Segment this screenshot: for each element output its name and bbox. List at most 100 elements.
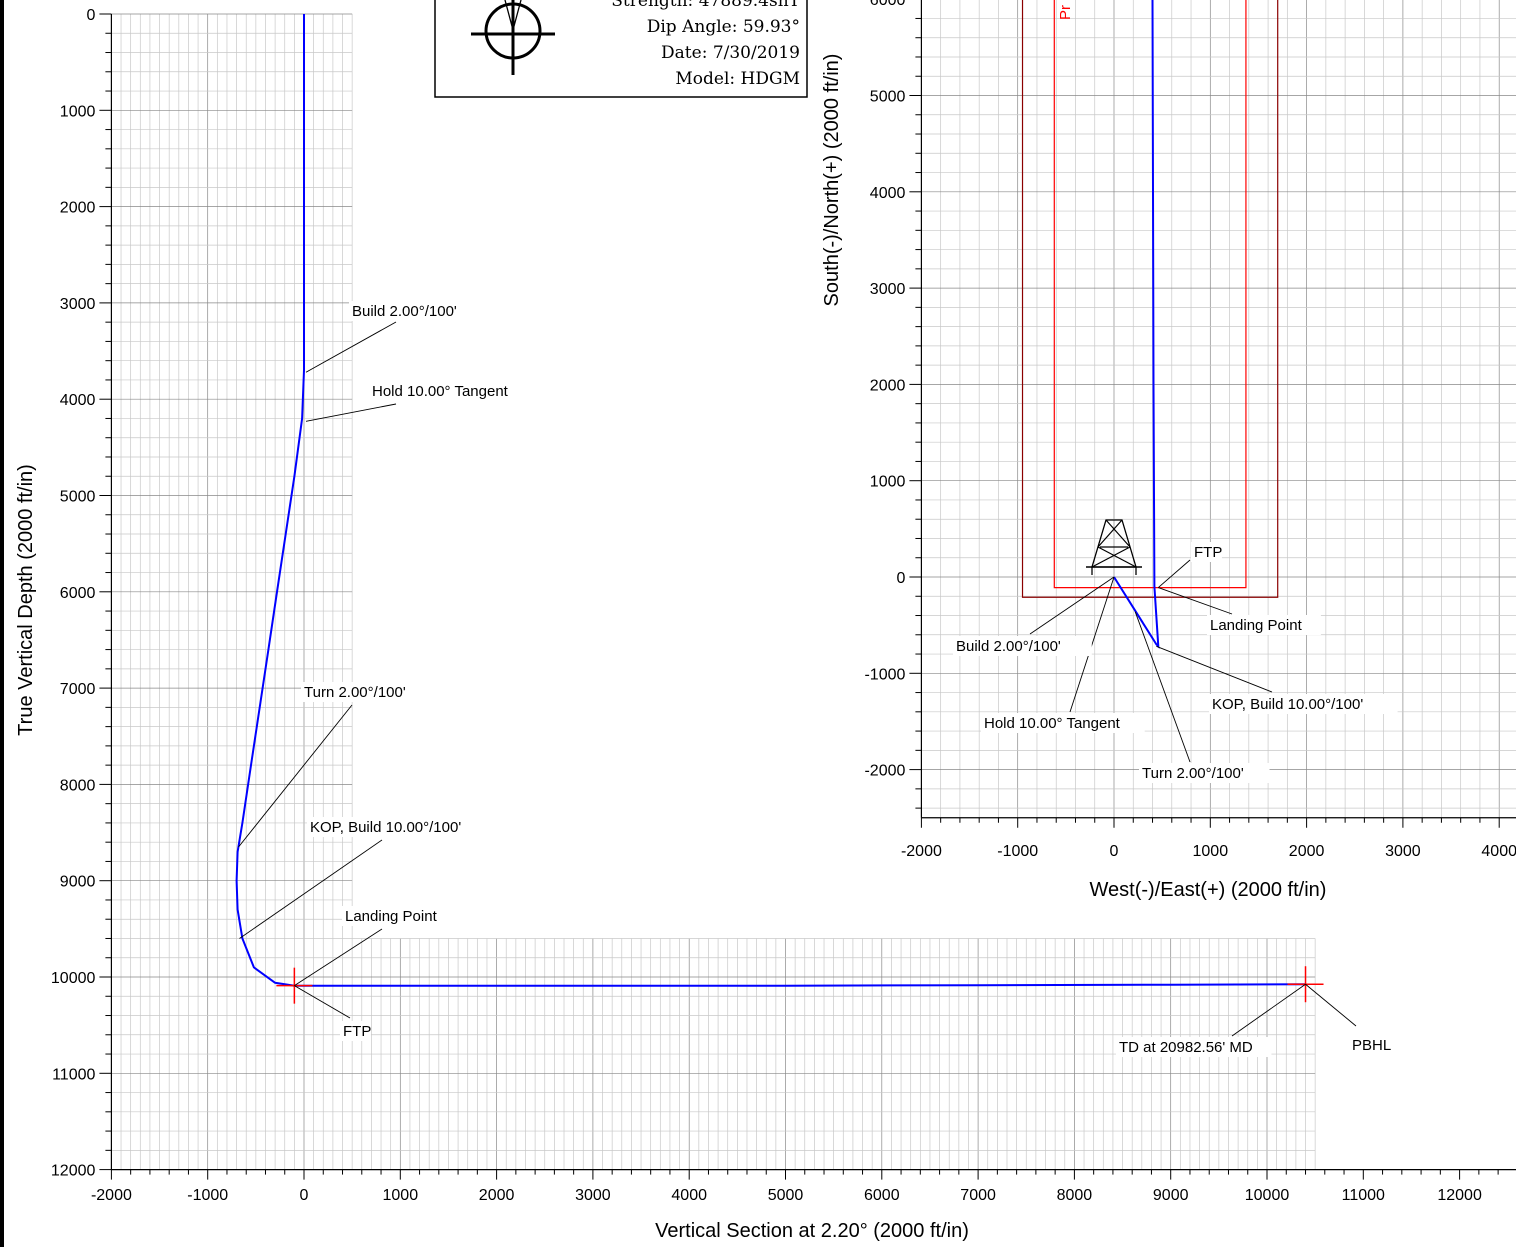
vs-label-bg (301, 682, 432, 702)
pv-annotation: Hold 10.00° Tangent (984, 715, 1121, 732)
pv-annotation: Build 2.00°/100' (956, 638, 1061, 655)
pv-y-tick-label: -1000 (864, 666, 905, 683)
vs-y-tick-label: 3000 (60, 296, 96, 313)
pv-x-tick-label: -2000 (901, 843, 942, 860)
vs-well-path (235, 14, 1306, 987)
vs-x-tick-label: 6000 (864, 1187, 900, 1204)
pv-leader-line (1158, 587, 1233, 615)
plan-view-boundaries (1021, 0, 1279, 598)
vs-annotation: KOP, Build 10.00°/100' (310, 819, 461, 836)
pv-annotation: KOP, Build 10.00°/100' (1212, 696, 1363, 713)
pv-leader-line (1069, 576, 1115, 713)
pv-y-tick-label: 1000 (870, 474, 906, 491)
rig-bracing (1091, 519, 1137, 568)
vs-x-tick-label: 7000 (960, 1187, 996, 1204)
vs-x-tick-label: 0 (300, 1187, 309, 1204)
vs-y-tick-label: 7000 (60, 681, 96, 698)
pv-leader-line (1158, 559, 1191, 588)
vs-leader-line (305, 321, 397, 373)
magnetic-box-line: Date: 7/30/2019 (661, 43, 800, 63)
pv-x-tick-label: 3000 (1385, 843, 1421, 860)
vs-y-tick-label: 1000 (60, 103, 96, 120)
pv-boundary-label: Pr (1057, 5, 1074, 20)
vs-leader-line (1231, 983, 1306, 1037)
vs-leader-line (1305, 983, 1357, 1027)
pv-y-tick-label: 0 (896, 570, 905, 587)
pv-label-bg (1191, 542, 1222, 562)
vs-label-bg (1116, 1037, 1272, 1057)
vs-leader-line (238, 704, 353, 848)
pv-y-tick-label: -2000 (864, 763, 905, 780)
pv-x-axis-label: West(-)/East(+) (2000 ft/in) (1090, 879, 1327, 901)
vs-y-tick-label: 9000 (60, 874, 96, 891)
vs-annotation: Hold 10.00° Tangent (372, 383, 509, 400)
pv-label-bg (1139, 763, 1270, 783)
vs-y-tick-label: 11000 (52, 1066, 95, 1083)
pv-x-tick-label: 1000 (1193, 843, 1229, 860)
pv-y-tick-label: 6000 (870, 0, 906, 9)
magnetic-box-line: Model: HDGM (675, 69, 800, 89)
north-arrow-icon (471, 0, 555, 75)
vs-annotation: TD at 20982.56' MD (1119, 1039, 1253, 1056)
vs-annotation: FTP (343, 1023, 371, 1040)
pv-leader-line (1134, 611, 1191, 763)
pv-y-tick-label: 3000 (870, 281, 906, 298)
pv-leader-line (1029, 576, 1115, 635)
pv-label-bg (981, 713, 1145, 733)
vs-label-bg (307, 817, 496, 837)
pv-well-path (1113, 0, 1160, 649)
pv-x-tick-label: -1000 (997, 843, 1038, 860)
magnetic-box-frame (434, 0, 808, 98)
vs-x-tick-label: -2000 (91, 1187, 132, 1204)
magnetic-info-box: Strength: 47889.4snT Dip Angle: 59.93° Dat… (434, 0, 808, 98)
vs-label-bg (342, 906, 456, 926)
vs-leader-line (294, 985, 351, 1019)
pv-y-tick-label: 4000 (870, 185, 906, 202)
vs-y-tick-label: 10000 (51, 970, 96, 987)
vs-label-bg (1349, 1035, 1389, 1055)
vs-x-tick-label: -1000 (187, 1187, 228, 1204)
pv-y-tick-label: 5000 (870, 89, 906, 106)
vs-annotation: PBHL (1352, 1037, 1391, 1054)
pv-x-tick-label: 0 (1110, 843, 1119, 860)
pv-annotation: Turn 2.00°/100' (1142, 765, 1244, 782)
pv-leader-line (1156, 645, 1273, 693)
vs-x-tick-label: 12000 (1437, 1187, 1482, 1204)
vs-x-tick-label: 10000 (1245, 1187, 1290, 1204)
chart-labels: -2000 -1000 0 1000 2000 3000 4000 5000 6000 7000 8… (15, 0, 1516, 1242)
vs-x-tick-label: 4000 (671, 1187, 707, 1204)
vs-leader-line (294, 928, 383, 987)
vs-leader-line (239, 839, 383, 939)
vs-y-tick-label: 4000 (60, 392, 96, 409)
vs-x-tick-label: 5000 (768, 1187, 804, 1204)
vs-label-bg (340, 1021, 371, 1041)
vs-x-tick-label: 8000 (1057, 1187, 1093, 1204)
vs-annotation: Landing Point (345, 908, 438, 925)
rig-icon (1086, 519, 1142, 575)
north-arrow-needle (504, 0, 522, 33)
vs-x-tick-label: 9000 (1153, 1187, 1189, 1204)
magnetic-box-line: Dip Angle: 59.93° (647, 17, 800, 37)
left-border-bar (0, 0, 4, 1247)
vs-label-bg (369, 381, 533, 401)
pv-x-tick-label: 2000 (1289, 843, 1325, 860)
vs-x-axis-label: Vertical Section at 2.20° (2000 ft/in) (655, 1220, 969, 1242)
pv-y-axis-label: South(-)/North(+) (2000 ft/in) (821, 54, 843, 307)
vs-x-tick-label: 1000 (383, 1187, 419, 1204)
pv-y-tick-label: 2000 (870, 377, 906, 394)
vs-y-tick-label: 12000 (51, 1163, 96, 1180)
vertical-section-grid (99, 13, 1516, 1180)
vs-x-tick-label: 3000 (575, 1187, 611, 1204)
magnetic-box-line: Strength: 47889.4snT (611, 0, 800, 11)
vs-label-bg (349, 301, 488, 321)
pv-lease-boundary (1021, 0, 1279, 598)
vs-annotation: Turn 2.00°/100' (304, 684, 406, 701)
pv-annotation: FTP (1194, 544, 1222, 561)
vs-x-tick-label: 2000 (479, 1187, 515, 1204)
chart-marks (235, 0, 1357, 1037)
pv-label-bg (953, 636, 1092, 656)
vs-x-tick-label: 11000 (1342, 1187, 1385, 1204)
vs-y-tick-label: 5000 (60, 489, 96, 506)
